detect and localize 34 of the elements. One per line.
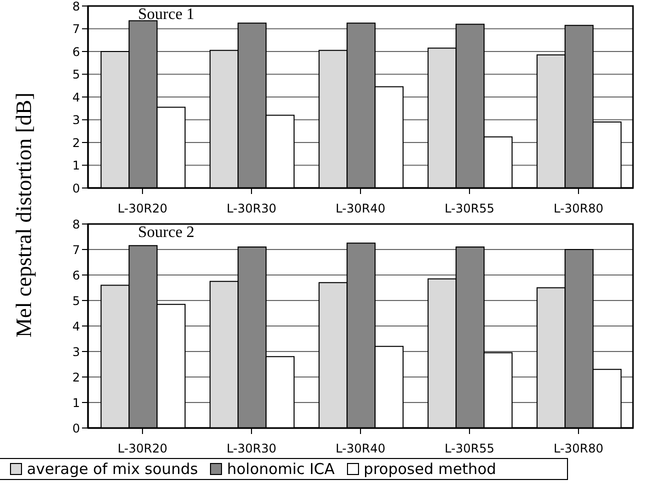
x-tick-label: L-30R40 bbox=[336, 442, 386, 456]
x-tick-label: L-30R80 bbox=[554, 442, 604, 456]
y-tick-label: 2 bbox=[72, 370, 80, 384]
annotation: Source 2 bbox=[138, 224, 194, 242]
x-tick-label: L-30R30 bbox=[226, 442, 276, 456]
y-tick-label: 0 bbox=[72, 421, 80, 436]
legend-label: proposed method bbox=[364, 460, 496, 478]
y-tick-label: 3 bbox=[72, 344, 80, 359]
y-tick-label: 1 bbox=[72, 396, 80, 410]
y-axis-title: Mel cepstral distortion [dB] bbox=[11, 92, 37, 338]
y-tick-label: 7 bbox=[72, 22, 80, 36]
annotation: Source 1 bbox=[138, 6, 194, 24]
y-tick-label: 8 bbox=[72, 0, 80, 14]
legend-label: holonomic ICA bbox=[227, 460, 335, 478]
y-tick-label: 0 bbox=[72, 181, 80, 196]
y-tick-label: 4 bbox=[72, 319, 80, 334]
x-tick-label: L-30R80 bbox=[554, 202, 604, 216]
legend-label: average of mix sounds bbox=[26, 460, 198, 478]
y-tick-label: 6 bbox=[72, 268, 80, 282]
x-tick-label: L-30R55 bbox=[444, 442, 494, 456]
x-tick-label: L-30R55 bbox=[444, 202, 494, 216]
x-tick-label: L-30R40 bbox=[336, 202, 386, 216]
x-tick-label: L-30R20 bbox=[118, 202, 168, 216]
y-tick-label: 2 bbox=[72, 136, 80, 150]
y-tick-label: 7 bbox=[72, 242, 80, 257]
y-tick-label: 4 bbox=[72, 90, 80, 104]
y-tick-label: 3 bbox=[72, 113, 80, 128]
y-tick-label: 5 bbox=[72, 294, 80, 308]
y-tick-label: 6 bbox=[72, 44, 80, 59]
y-tick-label: 5 bbox=[72, 68, 80, 82]
y-tick-label: 8 bbox=[72, 217, 80, 232]
x-tick-label: L-30R20 bbox=[118, 442, 168, 456]
x-tick-label: L-30R30 bbox=[226, 202, 276, 216]
y-tick-label: 1 bbox=[72, 158, 80, 173]
